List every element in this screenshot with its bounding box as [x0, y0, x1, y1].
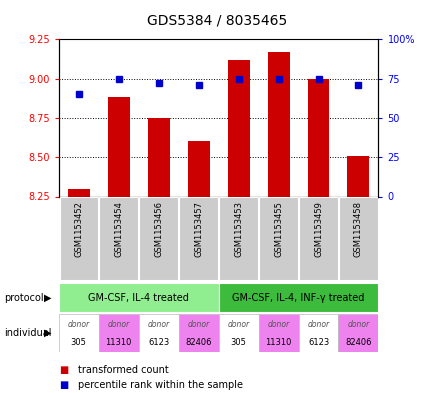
- Bar: [218, 283, 378, 312]
- Bar: [258, 314, 298, 352]
- Bar: [68, 189, 89, 196]
- Text: donor: donor: [147, 320, 169, 329]
- Bar: [259, 197, 297, 280]
- Text: ■: ■: [59, 365, 68, 375]
- Bar: [187, 141, 209, 196]
- Bar: [339, 197, 377, 280]
- Bar: [267, 52, 289, 196]
- Text: 82406: 82406: [345, 338, 371, 347]
- Bar: [347, 156, 368, 196]
- Text: GSM1153454: GSM1153454: [114, 201, 123, 257]
- Text: GSM1153453: GSM1153453: [233, 201, 243, 257]
- Bar: [219, 197, 257, 280]
- Text: ▶: ▶: [44, 328, 52, 338]
- Text: 11310: 11310: [105, 338, 132, 347]
- Text: GM-CSF, IL-4 treated: GM-CSF, IL-4 treated: [88, 293, 189, 303]
- Text: individual: individual: [4, 328, 52, 338]
- Bar: [108, 97, 129, 196]
- Bar: [99, 314, 138, 352]
- Text: donor: donor: [68, 320, 89, 329]
- Text: ■: ■: [59, 380, 68, 390]
- Bar: [179, 197, 217, 280]
- Text: donor: donor: [267, 320, 289, 329]
- Bar: [178, 314, 218, 352]
- Text: percentile rank within the sample: percentile rank within the sample: [78, 380, 243, 390]
- Text: 6123: 6123: [307, 338, 329, 347]
- Bar: [307, 79, 329, 196]
- Bar: [59, 314, 99, 352]
- Bar: [147, 118, 169, 196]
- Bar: [218, 314, 258, 352]
- Text: 305: 305: [71, 338, 86, 347]
- Text: GSM1153459: GSM1153459: [313, 201, 322, 257]
- Text: 305: 305: [230, 338, 246, 347]
- Bar: [338, 314, 378, 352]
- Text: 82406: 82406: [185, 338, 211, 347]
- Text: GM-CSF, IL-4, INF-γ treated: GM-CSF, IL-4, INF-γ treated: [232, 293, 364, 303]
- Text: GDS5384 / 8035465: GDS5384 / 8035465: [147, 14, 287, 28]
- Text: ▶: ▶: [44, 293, 52, 303]
- Text: donor: donor: [187, 320, 209, 329]
- Text: GSM1153452: GSM1153452: [74, 201, 83, 257]
- Text: donor: donor: [347, 320, 368, 329]
- Text: donor: donor: [227, 320, 249, 329]
- Bar: [138, 314, 178, 352]
- Bar: [227, 60, 249, 196]
- Bar: [59, 283, 218, 312]
- Bar: [298, 314, 338, 352]
- Bar: [99, 197, 138, 280]
- Bar: [139, 197, 178, 280]
- Text: GSM1153457: GSM1153457: [194, 201, 203, 257]
- Bar: [299, 197, 337, 280]
- Text: transformed count: transformed count: [78, 365, 169, 375]
- Text: 6123: 6123: [148, 338, 169, 347]
- Text: protocol: protocol: [4, 293, 44, 303]
- Bar: [59, 197, 98, 280]
- Text: GSM1153456: GSM1153456: [154, 201, 163, 257]
- Text: donor: donor: [107, 320, 129, 329]
- Text: donor: donor: [307, 320, 329, 329]
- Text: GSM1153455: GSM1153455: [273, 201, 283, 257]
- Text: 11310: 11310: [265, 338, 291, 347]
- Text: GSM1153458: GSM1153458: [353, 201, 362, 257]
